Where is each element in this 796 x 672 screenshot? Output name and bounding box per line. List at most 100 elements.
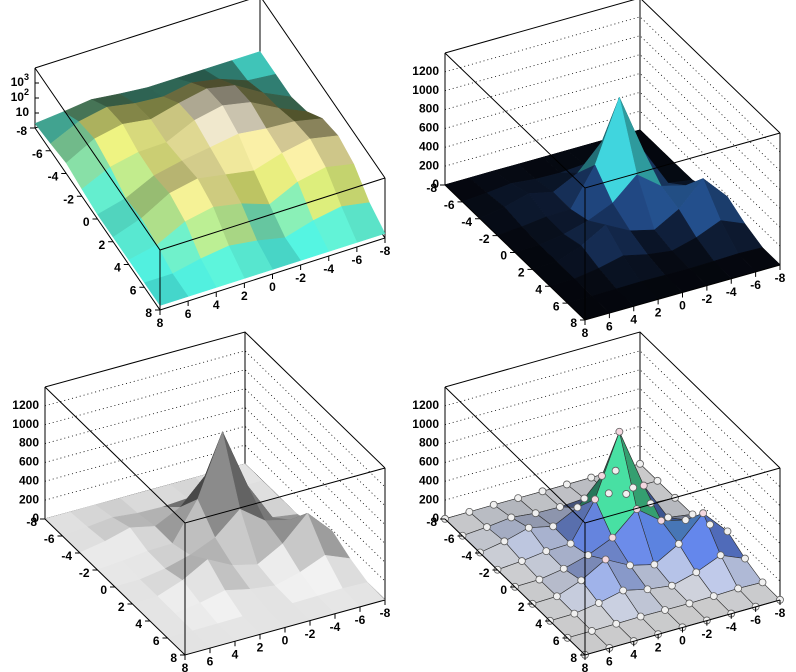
x-tick-label: -2 [305,627,316,641]
y-tick-label: -4 [461,549,472,563]
surface-marker [604,489,613,498]
x-tick-label: -8 [775,271,786,285]
surface-marker [664,513,673,522]
x-tick-label: 2 [655,641,662,655]
y-tick-label: 0 [500,249,507,263]
surface-marker [612,619,621,628]
surface-marker [661,606,669,614]
grid-line [444,91,781,228]
surface-marker [619,586,628,595]
y-tick-label: -6 [32,147,43,161]
z-tick-label: 600 [19,455,39,469]
surface-marker [531,509,540,518]
surface-marker [465,507,474,516]
surface-marker [552,592,561,601]
surface-marker [482,523,491,531]
x-tick-label: -4 [726,285,737,299]
y-tick-label: 4 [114,261,121,275]
y-tick-label: 6 [130,283,137,297]
y-tick-label: 0 [500,583,507,597]
y-tick-label: 4 [535,617,542,631]
x-tick-label: -6 [750,278,761,292]
y-tick-label: 2 [518,600,525,614]
y-tick-label: -2 [479,232,490,246]
x-tick-label: -8 [775,606,786,620]
surface-marker [723,527,732,536]
grid-line [444,350,781,488]
surface-marker [587,473,596,482]
surface-chart: 020040060080010001200-8-6-4-202468-8-6-4… [12,331,391,672]
x-tick-label: 4 [232,647,239,661]
y-tick-label: 2 [118,600,125,614]
y-tick-label: -2 [79,566,90,580]
z-tick-label: 400 [419,473,439,487]
x-tick-label: 8 [157,316,164,330]
surface-marker [636,612,645,621]
surface-marker [681,516,690,524]
surface-chart: 020040060080010001200-8-6-4-202468-8-6-4… [412,331,786,672]
y-tick-label: -6 [444,198,455,212]
y-tick-label: -4 [61,549,72,563]
surface-marker [716,551,725,560]
surface-marker [709,592,718,600]
y-tick-label: -6 [444,532,455,546]
x-tick-label: -4 [330,620,341,634]
surface-marker [591,495,599,504]
z-tick-label: 800 [419,436,439,450]
y-tick-label: 2 [518,266,525,280]
surface-marker [601,555,610,564]
surface-marker [734,584,743,593]
x-tick-label: 0 [269,280,276,294]
surface-marker [688,510,697,519]
grid-line [444,35,781,172]
grid-line [444,425,781,563]
y-tick-label: 0 [100,583,107,597]
surface-marker [507,513,516,522]
y-tick-label: 2 [98,238,105,252]
x-tick-label: -8 [380,606,391,620]
y-tick-label: -8 [426,181,437,195]
grid-line [444,388,781,525]
surface-marker [577,576,586,585]
surface-marker [706,520,714,529]
y-tick-label: -2 [479,566,490,580]
x-tick-label: -2 [295,271,306,285]
z-tick-label: 800 [19,436,39,450]
surface-marker [556,503,564,511]
surface-marker [629,483,638,492]
z-tick-label: 200 [419,492,439,506]
y-tick-label: -8 [16,124,27,138]
surface-marker [626,561,634,570]
surface-marker [699,509,708,518]
box-edge [444,0,781,134]
y-tick-label: -4 [48,170,59,184]
x-tick-label: 0 [679,634,686,648]
surface-marker [643,585,652,594]
surface-marker [597,472,606,480]
grid-line [444,16,781,153]
z-tick-label: 103 [11,72,29,89]
surface-marker [517,557,526,565]
surface-chart: 020040060080010001200-8-6-4-202468-8-6-4… [412,0,786,340]
z-tick-label: 200 [19,492,39,506]
surface-marker [653,476,662,485]
x-tick-label: -4 [323,262,334,276]
surface-marker [650,560,659,569]
y-tick-label: 4 [535,282,542,296]
surface-marker [622,490,631,498]
y-tick-label: 8 [145,306,152,320]
surface-marker [538,487,547,496]
surface-marker [573,503,582,512]
x-tick-label: -6 [750,613,761,627]
surface-marker [639,481,648,490]
y-tick-label: 6 [553,634,560,648]
z-tick-label: 200 [419,158,439,172]
y-tick-label: -2 [63,192,74,206]
grid-line [444,444,781,582]
surface-marker [667,581,676,590]
x-tick-label: 2 [241,289,248,303]
x-tick-label: 8 [582,326,589,340]
x-tick-label: 8 [582,661,589,672]
